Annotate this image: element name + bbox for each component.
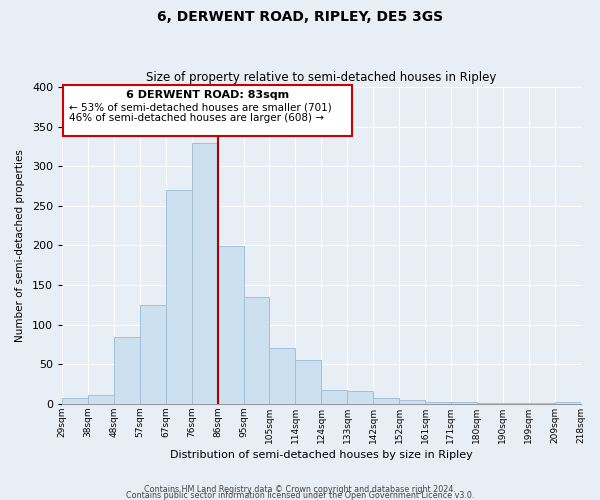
Bar: [451, 402, 477, 404]
Bar: [529, 403, 554, 404]
Text: Contains HM Land Registry data © Crown copyright and database right 2024.: Contains HM Land Registry data © Crown c…: [144, 484, 456, 494]
FancyBboxPatch shape: [64, 86, 352, 136]
Bar: [114, 336, 140, 404]
Bar: [503, 403, 529, 404]
Y-axis label: Number of semi-detached properties: Number of semi-detached properties: [15, 149, 25, 342]
Bar: [140, 305, 166, 404]
Text: Contains public sector information licensed under the Open Government Licence v3: Contains public sector information licen…: [126, 490, 474, 500]
Bar: [62, 398, 88, 404]
Bar: [321, 390, 347, 404]
Bar: [554, 402, 581, 404]
Text: 6, DERWENT ROAD, RIPLEY, DE5 3GS: 6, DERWENT ROAD, RIPLEY, DE5 3GS: [157, 10, 443, 24]
Bar: [477, 403, 503, 404]
Bar: [191, 142, 218, 404]
Title: Size of property relative to semi-detached houses in Ripley: Size of property relative to semi-detach…: [146, 72, 496, 85]
Bar: [373, 398, 399, 404]
Bar: [295, 360, 321, 404]
Bar: [347, 391, 373, 404]
Bar: [218, 246, 244, 404]
Bar: [269, 348, 295, 404]
Text: 6 DERWENT ROAD: 83sqm: 6 DERWENT ROAD: 83sqm: [127, 90, 289, 100]
Bar: [399, 400, 425, 404]
Text: 46% of semi-detached houses are larger (608) →: 46% of semi-detached houses are larger (…: [68, 113, 323, 123]
Bar: [88, 395, 114, 404]
Bar: [166, 190, 191, 404]
X-axis label: Distribution of semi-detached houses by size in Ripley: Distribution of semi-detached houses by …: [170, 450, 473, 460]
Text: ← 53% of semi-detached houses are smaller (701): ← 53% of semi-detached houses are smalle…: [68, 102, 331, 112]
Bar: [425, 402, 451, 404]
Bar: [244, 297, 269, 404]
